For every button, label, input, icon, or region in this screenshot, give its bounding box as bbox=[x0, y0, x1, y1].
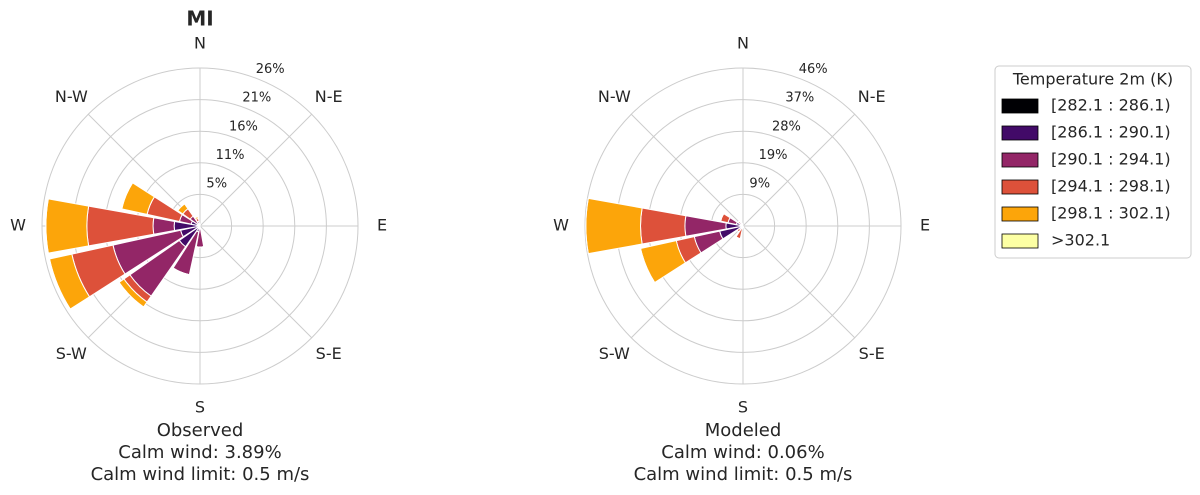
direction-label: E bbox=[920, 216, 930, 235]
legend-label: [290.1 : 294.1) bbox=[1051, 150, 1171, 169]
direction-label: S-E bbox=[316, 344, 342, 363]
r-tick-label: 9% bbox=[749, 177, 770, 192]
spoke bbox=[630, 225, 744, 339]
grid-ring bbox=[584, 67, 902, 385]
wind-bar bbox=[152, 217, 176, 235]
legend-swatch bbox=[1001, 152, 1039, 168]
wind-bar bbox=[45, 198, 49, 254]
x-label: Modeled bbox=[705, 420, 782, 441]
grid-ring bbox=[41, 67, 359, 385]
r-tick-label: 16% bbox=[229, 119, 258, 134]
wind-bar bbox=[585, 197, 643, 255]
direction-label: N-W bbox=[598, 87, 631, 106]
x-label: Observed bbox=[157, 420, 244, 441]
spoke bbox=[199, 225, 313, 339]
legend-label: [282.1 : 286.1) bbox=[1051, 96, 1171, 115]
legend-swatch bbox=[1001, 206, 1039, 222]
spoke bbox=[742, 225, 856, 339]
x-label: Calm wind: 3.89% bbox=[118, 442, 281, 463]
r-tick-label: 5% bbox=[206, 177, 227, 192]
spoke bbox=[630, 113, 744, 227]
x-label: Calm wind limit: 0.5 m/s bbox=[634, 464, 853, 485]
wind-bar bbox=[194, 216, 199, 219]
direction-label: S bbox=[738, 398, 748, 417]
chart-title: MI bbox=[186, 7, 213, 31]
direction-label: W bbox=[553, 216, 569, 235]
legend-title: Temperature 2m (K) bbox=[1012, 70, 1173, 89]
legend-swatch bbox=[1001, 233, 1039, 249]
legend-label: [298.1 : 302.1) bbox=[1051, 204, 1171, 223]
legend-swatch bbox=[1001, 179, 1039, 195]
direction-label: N-E bbox=[858, 87, 886, 106]
direction-label: W bbox=[10, 216, 26, 235]
direction-label: E bbox=[377, 216, 387, 235]
direction-label: S bbox=[195, 398, 205, 417]
r-tick-label: 11% bbox=[216, 148, 245, 163]
direction-label: S-E bbox=[859, 344, 885, 363]
r-tick-label: 21% bbox=[242, 91, 271, 106]
direction-label: S-W bbox=[56, 344, 87, 363]
legend-frame bbox=[994, 65, 1192, 259]
wind-bar bbox=[640, 207, 687, 245]
wind-bar bbox=[720, 212, 731, 224]
legend-label: >302.1 bbox=[1051, 231, 1110, 250]
legend-label: [294.1 : 298.1) bbox=[1051, 177, 1171, 196]
r-tick-label: 26% bbox=[256, 62, 285, 77]
spoke bbox=[199, 113, 313, 227]
wind-bar bbox=[118, 282, 144, 308]
direction-label: N-W bbox=[55, 87, 88, 106]
spoke bbox=[742, 113, 856, 227]
legend-label: [286.1 : 290.1) bbox=[1051, 123, 1171, 142]
r-tick-label: 46% bbox=[799, 62, 828, 77]
direction-label: N bbox=[737, 34, 749, 53]
wind-bar bbox=[45, 198, 90, 254]
direction-label: N bbox=[194, 34, 206, 53]
legend-swatch bbox=[1001, 125, 1039, 141]
direction-label: S-W bbox=[599, 344, 630, 363]
direction-label: N-E bbox=[315, 87, 343, 106]
x-label: Calm wind limit: 0.5 m/s bbox=[91, 464, 310, 485]
legend-swatch bbox=[1001, 98, 1039, 114]
r-tick-label: 37% bbox=[785, 91, 814, 106]
wind-bar bbox=[172, 267, 190, 276]
r-tick-label: 19% bbox=[759, 148, 788, 163]
r-tick-label: 28% bbox=[772, 119, 801, 134]
x-label: Calm wind: 0.06% bbox=[661, 442, 824, 463]
